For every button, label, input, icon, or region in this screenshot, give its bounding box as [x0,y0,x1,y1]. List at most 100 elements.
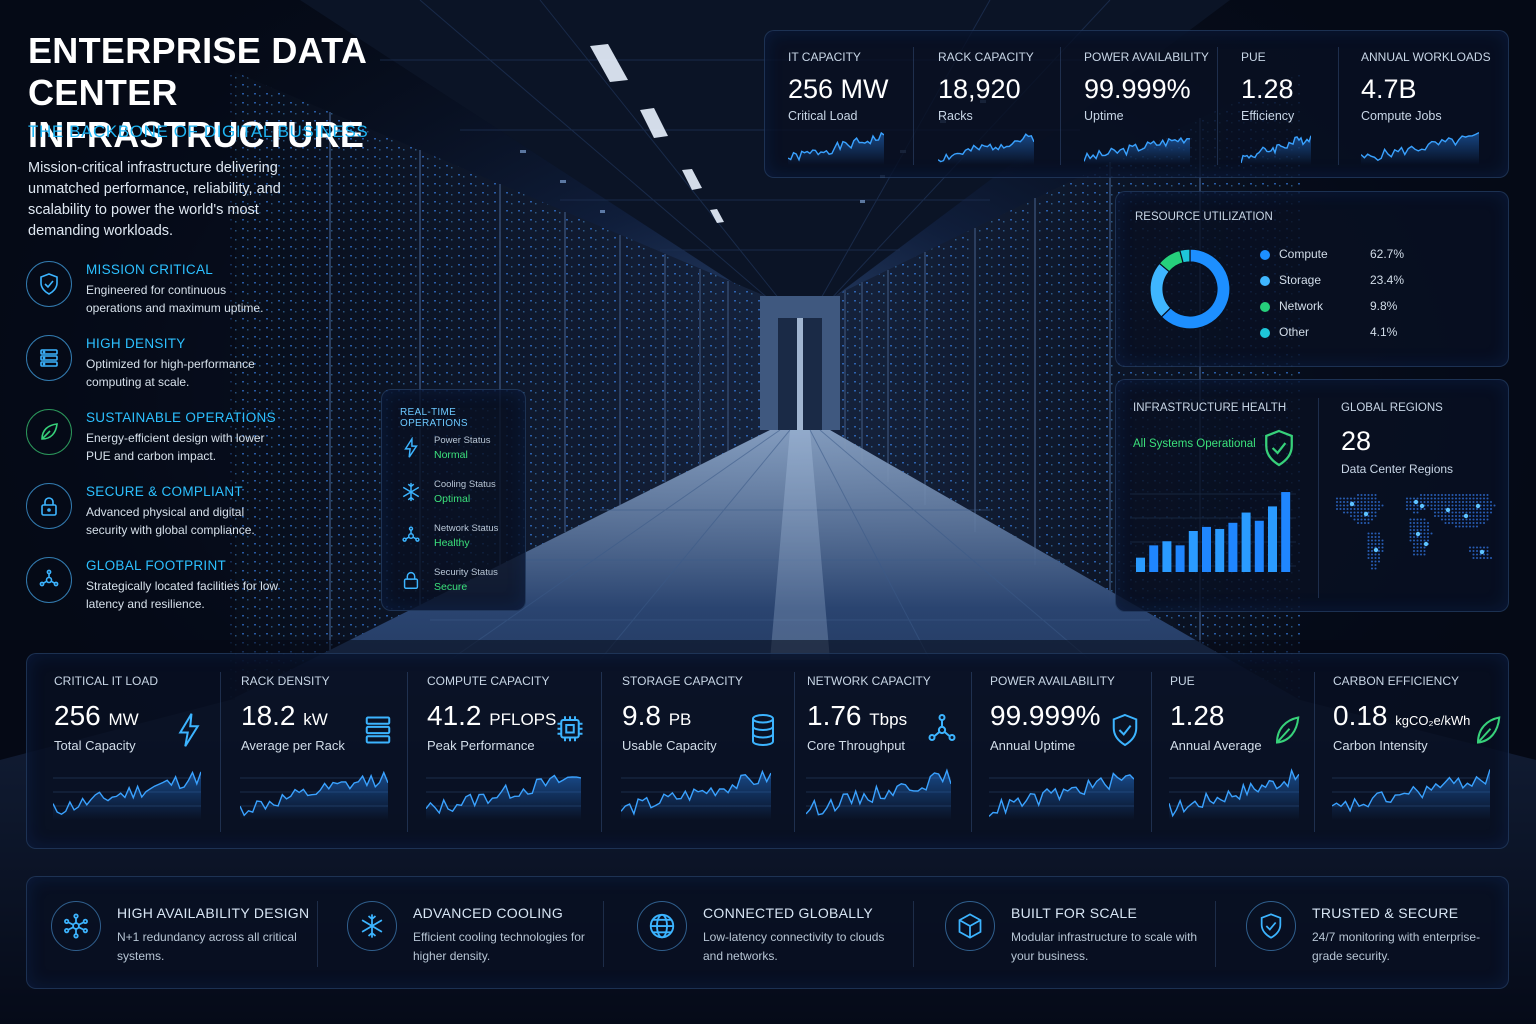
map-dot [1374,497,1377,500]
map-dot [1479,511,1482,514]
map-dot [1381,539,1384,542]
map-dot [1346,497,1349,500]
network-status: Network Status Healthy [400,522,520,558]
map-dot [1479,493,1482,497]
map-dot [1475,546,1479,549]
map-dot [1468,493,1472,497]
map-dot [1451,500,1454,504]
map-dot [1461,504,1465,507]
health-bar [1241,512,1251,572]
health-bar [1228,522,1238,572]
map-dot [1472,493,1475,497]
feature-mission-critical: MISSION CRITICAL Engineered for continuo… [26,261,276,321]
kpi-sparkline [240,770,388,820]
map-dot [1405,504,1409,507]
map-dot [1482,556,1486,560]
map-dot [1437,514,1440,518]
map-dot [1423,549,1426,553]
map-dot [1412,504,1416,507]
map-dot [1381,504,1384,507]
feature-title: HIGH DENSITY [86,336,186,351]
feature-title: GLOBAL FOOTPRINT [86,558,227,573]
map-dot [1475,549,1479,553]
map-dot [1353,507,1356,511]
database-icon [752,714,774,747]
feature-title: MISSION CRITICAL [86,262,214,277]
shield-check-icon [1246,901,1296,951]
map-dot [1419,521,1423,525]
region-marker [1419,503,1425,509]
map-dot [1335,507,1339,511]
map-dot [1374,511,1377,514]
map-dot [1423,521,1426,525]
map-dot [1433,507,1437,511]
map-dot [1482,518,1486,521]
map-dot [1486,507,1489,511]
map-dot [1356,511,1360,514]
map-dot [1416,497,1419,500]
region-marker [1479,549,1485,555]
map-dot [1367,521,1370,525]
map-dot [1475,497,1479,500]
kpi-value: 18,920 [938,74,1021,104]
map-dot [1374,539,1377,542]
map-dot [1370,532,1374,535]
map-dot [1430,500,1433,504]
map-dot [1412,535,1416,539]
map-dot [1374,567,1377,570]
map-dot [1370,504,1374,507]
feature-high-density: HIGH DENSITY Optimized for high-performa… [26,335,276,395]
sparkline-line [1361,131,1479,162]
feature-description: Engineered for continuous operations and… [86,283,264,315]
kpi-subtitle: Racks [938,109,973,123]
map-dot [1433,511,1437,514]
legend-dot [1260,276,1270,286]
map-dot [1458,525,1461,528]
map-dot [1363,521,1367,525]
map-dot [1346,500,1349,504]
map-dot [1472,497,1475,500]
kpi-sparkline [1361,131,1479,165]
kpi-label: POWER AVAILABILITY [1084,50,1209,64]
health-bar [1268,506,1277,572]
map-dot [1479,518,1482,521]
feature-secure-compliant: SECURE & COMPLIANT Advanced physical and… [26,483,276,543]
legend-dot [1260,302,1270,312]
shield-check-icon [1265,429,1293,467]
map-dot [1447,521,1451,525]
map-dot [1374,556,1377,560]
capability-title: TRUSTED & SECURE [1312,905,1459,921]
map-dot [1461,525,1465,528]
health-bar [1175,545,1185,572]
map-dot [1419,553,1423,556]
map-dot [1367,504,1370,507]
map-dot [1472,556,1475,560]
map-dot [1426,535,1430,539]
map-dot [1360,504,1363,507]
map-dot [1451,507,1454,511]
status-value: Optimal [434,493,471,505]
map-dot [1465,511,1468,514]
kpi-sparkline [989,772,1134,820]
map-dot [1381,542,1384,546]
map-dot [1433,493,1437,497]
region-marker [1413,499,1419,505]
map-dot [1482,493,1486,497]
map-dot [1426,497,1430,500]
map-dot [1367,542,1370,546]
map-dot [1374,514,1377,518]
map-dot [1367,518,1370,521]
map-dot [1479,507,1482,511]
map-dot [1433,497,1437,500]
map-dot [1482,514,1486,518]
map-dot [1409,521,1412,525]
health-bar [1254,520,1264,572]
map-dot [1419,542,1423,546]
kpi-subtitle: Annual Average [1170,738,1262,753]
map-dot [1472,504,1475,507]
map-dot [1412,528,1416,532]
map-dot [1367,556,1370,560]
network-nodes-icon [26,557,72,603]
map-dot [1468,511,1472,514]
map-dot [1370,500,1374,504]
